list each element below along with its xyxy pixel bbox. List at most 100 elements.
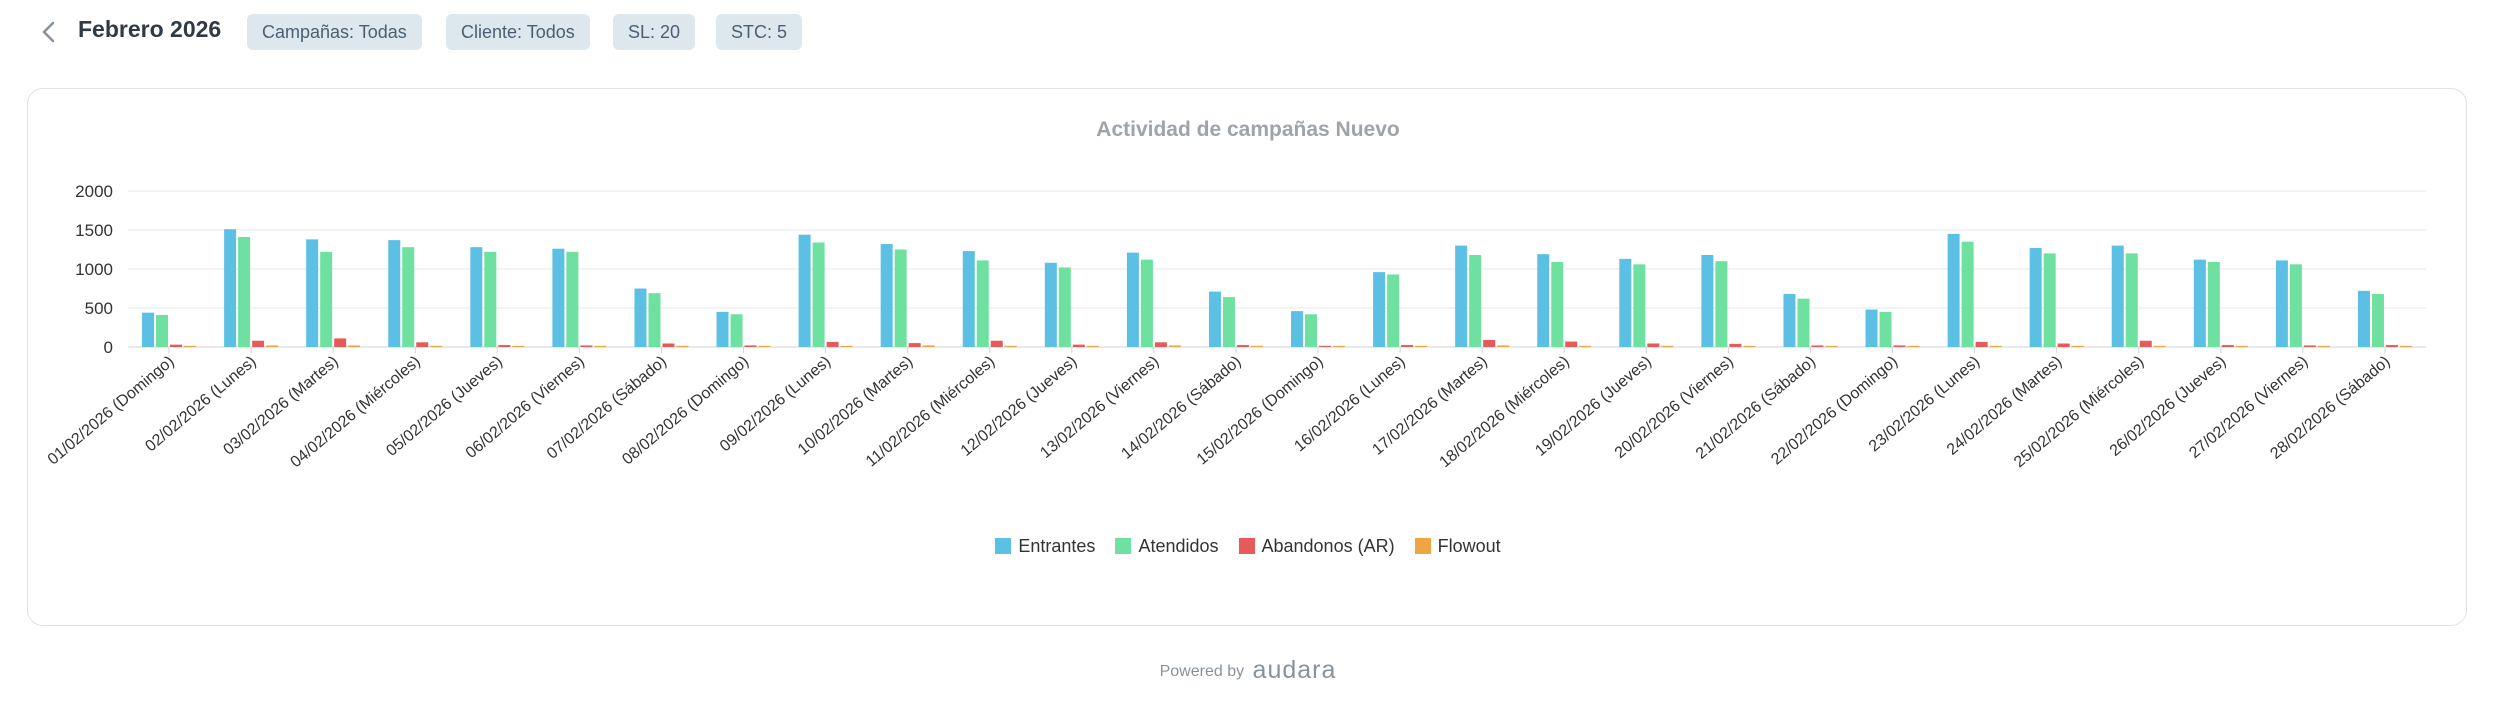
bar-flowout[interactable] <box>1579 345 1592 347</box>
bar-flowout[interactable] <box>2235 345 2248 347</box>
bar-abandonos-ar[interactable] <box>416 342 429 347</box>
bar-abandonos-ar[interactable] <box>1401 345 1414 347</box>
bar-abandonos-ar[interactable] <box>580 345 593 347</box>
bar-flowout[interactable] <box>348 345 361 347</box>
bar-atendidos[interactable] <box>894 249 907 348</box>
bar-entrantes[interactable] <box>634 288 647 348</box>
bar-flowout[interactable] <box>266 345 279 347</box>
bar-atendidos[interactable] <box>1305 314 1318 347</box>
bar-abandonos-ar[interactable] <box>1072 344 1085 347</box>
bar-entrantes[interactable] <box>1044 262 1057 347</box>
bar-flowout[interactable] <box>1497 345 1510 347</box>
bar-entrantes[interactable] <box>1865 309 1878 347</box>
bar-abandonos-ar[interactable] <box>170 344 183 347</box>
legend-item-abandonos-ar[interactable]: Abandonos (AR) <box>1238 536 1395 557</box>
bar-flowout[interactable] <box>1989 345 2002 347</box>
legend-item-atendidos[interactable]: Atendidos <box>1115 536 1219 557</box>
legend-item-flowout[interactable]: Flowout <box>1414 536 1501 557</box>
bar-flowout[interactable] <box>922 345 935 347</box>
bar-entrantes[interactable] <box>1619 258 1632 347</box>
bar-atendidos[interactable] <box>484 251 497 347</box>
bar-flowout[interactable] <box>594 345 607 347</box>
bar-atendidos[interactable] <box>566 251 579 347</box>
bar-abandonos-ar[interactable] <box>1319 345 1332 347</box>
bar-entrantes[interactable] <box>1208 291 1221 347</box>
bar-atendidos[interactable] <box>976 260 989 347</box>
bar-entrantes[interactable] <box>1373 272 1386 347</box>
bar-entrantes[interactable] <box>388 240 401 347</box>
bar-flowout[interactable] <box>1907 345 1920 347</box>
bar-entrantes[interactable] <box>1701 254 1714 347</box>
bar-abandonos-ar[interactable] <box>2139 340 2152 347</box>
bar-abandonos-ar[interactable] <box>1811 345 1824 347</box>
bar-atendidos[interactable] <box>1633 264 1646 347</box>
bar-abandonos-ar[interactable] <box>2057 343 2070 347</box>
bar-entrantes[interactable] <box>224 229 237 347</box>
bar-atendidos[interactable] <box>2125 253 2138 347</box>
bar-entrantes[interactable] <box>798 234 811 347</box>
bar-flowout[interactable] <box>840 345 853 347</box>
bar-abandonos-ar[interactable] <box>1647 343 1660 347</box>
bar-entrantes[interactable] <box>962 251 975 347</box>
bar-abandonos-ar[interactable] <box>1893 345 1906 347</box>
bar-atendidos[interactable] <box>1879 311 1892 347</box>
filter-chip-campaigns[interactable]: Campañas: Todas <box>247 14 422 50</box>
bar-entrantes[interactable] <box>2357 290 2370 347</box>
bar-atendidos[interactable] <box>320 251 333 347</box>
bar-atendidos[interactable] <box>2043 253 2056 347</box>
bar-entrantes[interactable] <box>1126 252 1139 347</box>
bar-flowout[interactable] <box>758 345 771 347</box>
bar-abandonos-ar[interactable] <box>908 343 921 347</box>
bar-flowout[interactable] <box>1661 345 1674 347</box>
bar-abandonos-ar[interactable] <box>498 345 511 347</box>
bar-atendidos[interactable] <box>156 315 169 347</box>
bar-flowout[interactable] <box>1825 345 1838 347</box>
bar-flowout[interactable] <box>1415 345 1428 347</box>
bar-flowout[interactable] <box>1250 345 1263 347</box>
bar-flowout[interactable] <box>2399 345 2412 347</box>
legend-item-entrantes[interactable]: Entrantes <box>995 536 1095 557</box>
bar-flowout[interactable] <box>676 345 689 347</box>
filter-chip-stc[interactable]: STC: 5 <box>716 14 803 50</box>
bar-atendidos[interactable] <box>2207 261 2220 347</box>
bar-entrantes[interactable] <box>2111 245 2124 347</box>
bar-abandonos-ar[interactable] <box>2221 345 2234 347</box>
bar-flowout[interactable] <box>2153 345 2166 347</box>
bar-abandonos-ar[interactable] <box>1236 345 1249 347</box>
bar-atendidos[interactable] <box>1387 274 1400 347</box>
bar-entrantes[interactable] <box>306 239 319 347</box>
bar-abandonos-ar[interactable] <box>744 345 757 347</box>
bar-abandonos-ar[interactable] <box>1729 343 1742 347</box>
chevron-left-icon[interactable] <box>36 18 64 46</box>
bar-entrantes[interactable] <box>2275 260 2288 347</box>
bar-abandonos-ar[interactable] <box>1154 342 1167 347</box>
bar-abandonos-ar[interactable] <box>2385 345 2398 347</box>
bar-flowout[interactable] <box>184 345 197 347</box>
bar-entrantes[interactable] <box>1291 311 1304 347</box>
bar-flowout[interactable] <box>1086 345 1099 347</box>
bar-atendidos[interactable] <box>1140 259 1153 347</box>
bar-entrantes[interactable] <box>552 248 565 347</box>
bar-entrantes[interactable] <box>1455 245 1468 347</box>
bar-atendidos[interactable] <box>1961 241 1974 347</box>
bar-abandonos-ar[interactable] <box>662 343 675 347</box>
bar-atendidos[interactable] <box>238 237 251 347</box>
filter-chip-client[interactable]: Cliente: Todos <box>446 14 590 50</box>
bar-flowout[interactable] <box>1333 345 1346 347</box>
bar-atendidos[interactable] <box>1222 297 1235 347</box>
bar-abandonos-ar[interactable] <box>252 340 265 347</box>
bar-entrantes[interactable] <box>716 311 729 347</box>
bar-entrantes[interactable] <box>1947 233 1960 347</box>
bar-flowout[interactable] <box>430 345 443 347</box>
bar-abandonos-ar[interactable] <box>1975 341 1988 347</box>
bar-abandonos-ar[interactable] <box>334 338 347 347</box>
bar-atendidos[interactable] <box>1715 261 1728 347</box>
bar-entrantes[interactable] <box>142 312 155 347</box>
bar-atendidos[interactable] <box>812 242 825 347</box>
bar-flowout[interactable] <box>1168 345 1181 347</box>
bar-atendidos[interactable] <box>1797 298 1810 347</box>
bar-entrantes[interactable] <box>2193 259 2206 347</box>
bar-abandonos-ar[interactable] <box>1483 339 1496 347</box>
filter-chip-sl[interactable]: SL: 20 <box>613 14 696 50</box>
bar-entrantes[interactable] <box>1537 254 1550 347</box>
